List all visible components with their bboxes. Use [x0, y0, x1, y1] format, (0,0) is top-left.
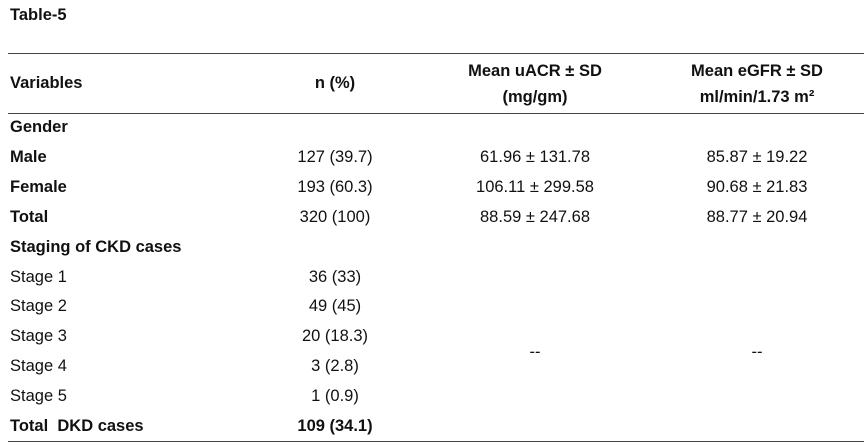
cell: 90.68 ± 21.83 — [706, 177, 808, 196]
row-label: Stage 3 — [10, 327, 67, 346]
cell: 1 (0.9) — [311, 387, 359, 406]
row-label: Total DKD cases — [10, 417, 144, 435]
header-cell: ml/min/1.73 m² — [699, 88, 815, 106]
cell: 320 (100) — [299, 207, 371, 226]
header-cell: Mean eGFR ± SD — [691, 62, 823, 80]
merged-cell: -- — [529, 343, 541, 361]
cell: 36 (33) — [308, 267, 362, 286]
cell: 88.59 ± 247.68 — [480, 207, 590, 226]
header-cell: Variables — [10, 74, 83, 92]
row-label: Total — [10, 207, 49, 226]
cell: 20 (18.3) — [301, 327, 369, 346]
cell: 61.96 ± 131.78 — [480, 147, 590, 166]
header-rule — [8, 113, 864, 114]
merged-cell: -- — [751, 343, 763, 361]
row-label: Female — [10, 177, 67, 196]
header-cell: n (%) — [314, 74, 356, 92]
cell: 193 (60.3) — [297, 177, 373, 196]
cell: 3 (2.8) — [311, 357, 359, 376]
table-title: Table-5 — [10, 6, 67, 24]
bottom-rule — [8, 441, 864, 442]
row-label: Stage 4 — [10, 357, 67, 376]
top-rule — [8, 53, 864, 54]
row-label: Male — [10, 147, 47, 166]
cell: 127 (39.7) — [297, 147, 373, 166]
cell: 49 (45) — [308, 297, 362, 316]
cell: 88.77 ± 20.94 — [706, 207, 808, 226]
cell: 106.11 ± 299.58 — [476, 177, 594, 196]
row-label: Staging of CKD cases — [10, 237, 182, 256]
row-label: Stage 1 — [10, 267, 67, 286]
row-label: Stage 2 — [10, 297, 67, 316]
row-label: Stage 5 — [10, 387, 67, 406]
header-cell: (mg/gm) — [502, 88, 568, 106]
cell: 85.87 ± 19.22 — [706, 147, 808, 166]
cell: 109 (34.1) — [297, 417, 373, 435]
row-label: Gender — [10, 118, 68, 136]
header-cell: Mean uACR ± SD — [468, 62, 602, 80]
